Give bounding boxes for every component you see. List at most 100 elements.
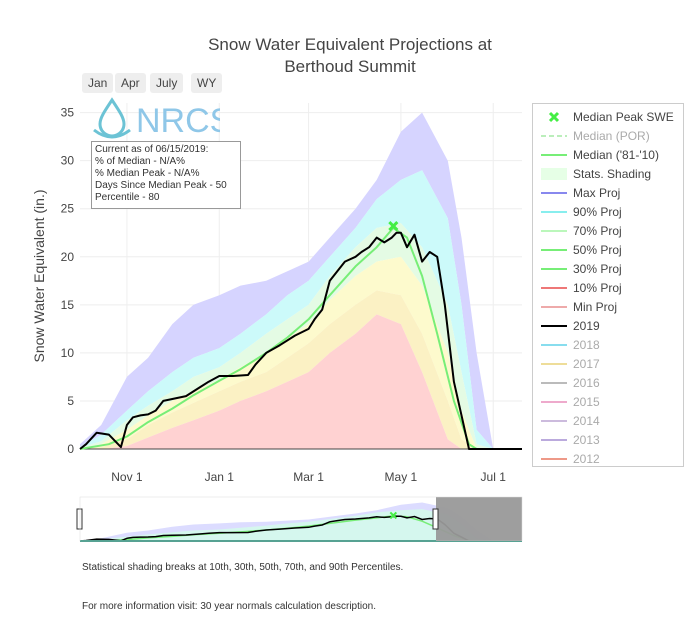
chart-title-line1: Snow Water Equivalent Projections at: [208, 35, 492, 54]
legend-item[interactable]: 30% Proj: [533, 260, 683, 278]
band-10-min: [80, 314, 522, 449]
range-button-july[interactable]: July: [150, 73, 184, 93]
legend-symbol-icon: [541, 412, 567, 430]
legend-symbol-icon: [541, 108, 567, 126]
legend-item[interactable]: Median Peak SWE: [533, 108, 683, 126]
legend-item[interactable]: 2016: [533, 374, 683, 392]
y-tick-label: 0: [67, 442, 74, 456]
legend-item[interactable]: Min Proj: [533, 298, 683, 316]
legend-item[interactable]: 70% Proj: [533, 222, 683, 240]
legend-item[interactable]: 2013: [533, 431, 683, 449]
shading-note: Statistical shading breaks at 10th, 30th…: [82, 562, 404, 573]
band-90-70: [80, 170, 522, 450]
y-tick-label: 15: [61, 298, 75, 312]
legend-symbol-icon: [541, 336, 567, 354]
y-tick-label: 30: [61, 154, 75, 168]
legend-label: 2017: [573, 357, 600, 371]
legend-item[interactable]: Stats. Shading: [533, 165, 683, 183]
legend-label: 30% Proj: [573, 262, 622, 276]
legend-item[interactable]: 2014: [533, 412, 683, 430]
nrcs-logo: NRCS: [90, 96, 220, 140]
legend-label: Median ('81-'10): [573, 148, 659, 162]
x-tick-label: May 1: [385, 470, 418, 484]
legend-symbol-icon: [541, 146, 567, 164]
legend-label: 90% Proj: [573, 205, 622, 219]
info-days-since-peak: Days Since Median Peak - 50: [95, 180, 227, 191]
legend-label: Stats. Shading: [573, 167, 652, 181]
water-drop-icon: NRCS: [93, 97, 220, 140]
legend-label: 2015: [573, 395, 600, 409]
legend-item[interactable]: 2019: [533, 317, 683, 335]
rangeslider-peak-marker: [389, 511, 398, 520]
legend-symbol-icon: [541, 222, 567, 240]
range-button-jan[interactable]: Jan: [82, 73, 114, 93]
legend-label: Min Proj: [573, 300, 618, 314]
rangeslider-handle-right[interactable]: [432, 508, 439, 530]
info-note: For more information visit: 30 year norm…: [82, 601, 377, 612]
legend-symbol-icon: [541, 260, 567, 278]
legend-symbol-icon: [541, 393, 567, 411]
range-button-apr[interactable]: Apr: [115, 73, 146, 93]
range-button-wy[interactable]: WY: [191, 73, 223, 93]
legend-item[interactable]: 2015: [533, 393, 683, 411]
legend-symbol-icon: [541, 127, 567, 145]
legend-symbol-icon: [541, 374, 567, 392]
band-50-30: [80, 256, 522, 449]
legend-label: 70% Proj: [573, 224, 622, 238]
legend-item[interactable]: Max Proj: [533, 184, 683, 202]
chart-title-line2: Berthoud Summit: [284, 57, 416, 76]
series-line: [79, 231, 522, 450]
legend-label: 10% Proj: [573, 281, 622, 295]
y-tick-label: 35: [61, 106, 75, 120]
legend-item[interactable]: 50% Proj: [533, 241, 683, 259]
legend: Median Peak SWE Median (POR) Median ('81-'…: [532, 103, 684, 467]
y-tick-label: 20: [61, 250, 75, 264]
legend-symbol-icon: [541, 165, 567, 183]
rangeslider-handle-left[interactable]: [76, 508, 83, 530]
current-info-box: Current as of 06/15/2019: % of Median - …: [91, 141, 241, 209]
legend-symbol-icon: [541, 298, 567, 316]
legend-label: 2016: [573, 376, 600, 390]
rangeslider-frame: [79, 496, 523, 542]
legend-label: Median Peak SWE: [573, 110, 674, 124]
legend-symbol-icon: [541, 431, 567, 449]
series-line: [79, 226, 478, 450]
x-tick-label: Jan 1: [205, 470, 235, 484]
info-percentile: Percentile - 80: [95, 192, 160, 203]
legend-label: 2018: [573, 338, 600, 352]
band-max-90: [80, 112, 522, 449]
logo-text: NRCS: [136, 102, 220, 140]
info-pct-median-peak: % Median Peak - N/A%: [95, 168, 200, 179]
legend-item[interactable]: 2017: [533, 355, 683, 373]
rangeslider-series-line: [79, 514, 477, 542]
legend-label: 50% Proj: [573, 243, 622, 257]
x-tick-label: Mar 1: [293, 470, 324, 484]
rangeslider-mask: [436, 497, 522, 541]
y-tick-label: 5: [67, 394, 74, 408]
legend-item[interactable]: Median ('81-'10): [533, 146, 683, 164]
legend-item[interactable]: 2018: [533, 336, 683, 354]
legend-label: 2014: [573, 414, 600, 428]
band-30-10: [80, 290, 522, 449]
info-pct-median: % of Median - N/A%: [95, 156, 186, 167]
info-date: Current as of 06/15/2019:: [95, 144, 209, 155]
legend-item[interactable]: 2012: [533, 450, 683, 468]
x-tick-label: Jul 1: [481, 470, 507, 484]
legend-label: 2013: [573, 433, 600, 447]
legend-label: 2019: [573, 319, 600, 333]
legend-symbol-icon: [541, 450, 567, 468]
y-tick-label: 10: [61, 346, 75, 360]
legend-symbol-icon: [541, 241, 567, 259]
chart-title: Snow Water Equivalent Projections at Ber…: [0, 34, 700, 78]
legend-symbol-icon: [541, 279, 567, 297]
legend-item[interactable]: Median (POR): [533, 127, 683, 145]
legend-label: Median (POR): [573, 129, 650, 143]
median-peak-marker: [388, 220, 399, 232]
legend-symbol-icon: [541, 203, 567, 221]
x-tick-label: Nov 1: [111, 470, 143, 484]
legend-item[interactable]: 10% Proj: [533, 279, 683, 297]
legend-label: Max Proj: [573, 186, 621, 200]
legend-symbol-icon: [541, 184, 567, 202]
legend-item[interactable]: 90% Proj: [533, 203, 683, 221]
